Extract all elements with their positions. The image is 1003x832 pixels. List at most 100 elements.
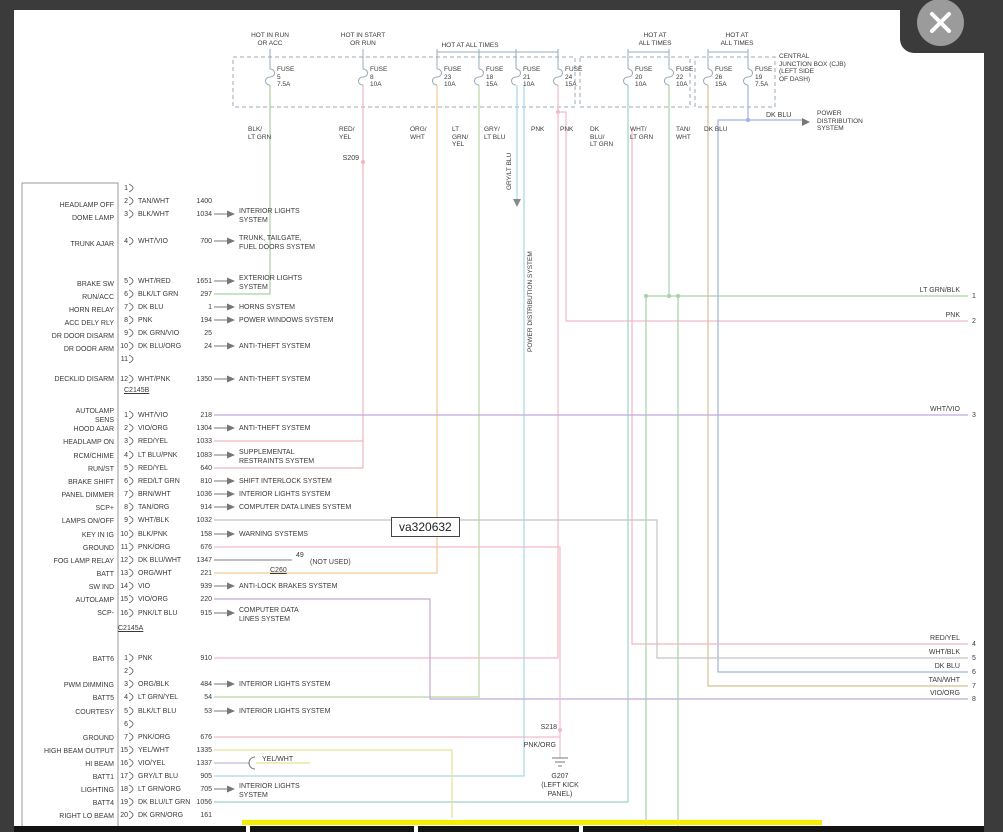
pin-chevron-icon — [128, 784, 134, 794]
system-label: ANTI-THEFT SYSTEM — [239, 424, 310, 433]
wire-color-label: GRY/LT BLU — [138, 773, 179, 780]
wire-color-label: TAN/ORG — [138, 504, 170, 511]
circuit-number: 158 — [200, 531, 212, 538]
fuse-amperage: 15A — [565, 81, 577, 88]
pin-chevron-icon — [128, 608, 134, 618]
circuit-number: 484 — [200, 681, 212, 688]
circuit-number: 1083 — [196, 452, 212, 459]
cjb-label-line: CENTRAL — [779, 53, 810, 60]
system-arrow-icon — [227, 707, 235, 715]
system-arrow-icon — [227, 680, 235, 688]
frame-left — [0, 0, 14, 832]
wire-color-line: LT GRN — [630, 133, 654, 141]
highlight-bar — [242, 820, 822, 825]
fuse-icon — [358, 68, 368, 86]
system-label-line: SYSTEM — [239, 792, 268, 799]
system-label-line: SYSTEM — [239, 284, 268, 291]
pin-chevron-icon — [128, 374, 134, 384]
ground-name: G207 — [551, 773, 569, 780]
wire-color-label: DK BLU/WHT — [138, 557, 182, 564]
wire-color-line: YEL — [452, 141, 465, 148]
wire-layer — [214, 85, 968, 828]
pin-chevron-icon — [128, 797, 134, 807]
exit-wire-label: PNK — [945, 312, 960, 319]
wire-color-label: BLK/WHT — [138, 211, 170, 218]
ground-location-line: PANEL) — [547, 791, 573, 798]
fuse-label: FUSE 8 10A — [370, 66, 387, 89]
wire-color-line: BLK/ — [248, 126, 263, 133]
left-pin-label: GROUND — [82, 735, 114, 742]
pin-number: 5 — [124, 708, 128, 715]
pin-chevron-icon — [128, 581, 134, 591]
left-pin-label: BRAKE SW — [77, 281, 114, 288]
pin-chevron-icon — [128, 315, 134, 325]
circuit-number: 1304 — [196, 425, 212, 432]
left-pin-label: PWM DIMMING — [63, 682, 114, 689]
pin-number: 3 — [124, 681, 128, 688]
wire-color-label: VIO/ORG — [138, 425, 168, 432]
pin-number: 6 — [124, 478, 128, 485]
wire-color-label: VIO/YEL — [138, 760, 166, 767]
pin-number: 6 — [124, 721, 128, 728]
system-arrow-icon — [227, 503, 235, 511]
wire-color-line: LT — [452, 126, 460, 133]
pin-chevron-icon — [128, 692, 134, 702]
fuse-output-wire-label: GRY/LT BLU — [484, 126, 505, 141]
pin-chevron-icon — [128, 463, 134, 473]
pin-number: 13 — [120, 570, 128, 577]
pin-chevron-icon — [128, 196, 134, 206]
left-pin-label: BRAKE SHIFT — [68, 479, 114, 486]
wire-color-label-yel-wht: YEL/WHT — [262, 756, 294, 763]
left-pin-label: SCP- — [97, 610, 114, 617]
ground-icon — [552, 757, 568, 767]
fuse-icon — [265, 68, 275, 86]
circuit-number: 914 — [200, 504, 212, 511]
circuit-number: 910 — [200, 655, 212, 662]
left-pin-label: BATT — [96, 571, 114, 578]
exit-wire-label: WHT/VIO — [930, 406, 960, 413]
left-pin-label: LIGHTING — [80, 787, 114, 794]
left-pin-label: HOOD AJAR — [73, 426, 114, 433]
wire-color-line: LT GRN — [248, 133, 272, 141]
wire-color-label: VIO/ORG — [138, 596, 168, 603]
system-label: INTERIOR LIGHTS SYSTEM — [239, 680, 330, 689]
system-label-line: EXTERIOR LIGHTS — [239, 275, 303, 282]
wire-color-label: BLK/LT GRN — [138, 291, 179, 298]
cjb-label-line: (LEFT SIDE — [779, 68, 814, 75]
pin-number: 1 — [124, 412, 128, 419]
wire-color-line: WHT — [676, 133, 691, 141]
pin-chevron-icon — [128, 502, 134, 512]
wire-color-label: LT GRN/ORG — [138, 786, 181, 793]
hot-feed-label: HOT IN RUN OR ACC — [251, 32, 289, 47]
fuse-output-wire-label: LT GRN/YEL — [452, 126, 468, 149]
wire-color-label: PNK — [138, 655, 153, 662]
circuit-number: 1056 — [196, 799, 212, 806]
pin-chevron-icon — [128, 542, 134, 552]
fuse-amperage: 10A — [444, 81, 456, 88]
close-button[interactable] — [917, 0, 964, 46]
wire-color-label: BLK/PNK — [138, 531, 168, 538]
fuse-icon — [553, 68, 563, 86]
hot-feed-label: HOT AT ALL TIMES — [639, 32, 672, 47]
fuse-label: FUSE 24 15A — [565, 66, 582, 89]
left-pin-label: RUN/ST — [87, 466, 114, 473]
system-label: COMPUTER DATA LINES SYSTEM — [239, 503, 351, 512]
wire-color-line: GRN/ — [452, 133, 469, 141]
wire — [214, 546, 561, 758]
pin-number: 5 — [124, 465, 128, 472]
cjb-label-line: JUNCTION BOX (CJB) — [779, 60, 846, 68]
pds-label-line: POWER — [817, 110, 842, 117]
pin-number: 7 — [124, 491, 128, 498]
fuse-title: FUSE — [370, 66, 388, 73]
wire-color-label: WHT/PNK — [138, 376, 171, 383]
left-pin-label: TRUNK AJAR — [70, 241, 114, 248]
pin-chevron-icon — [128, 719, 134, 729]
circuit-number: 1036 — [196, 491, 212, 498]
bottom-strip-gap — [579, 826, 583, 832]
circuit-number: 1350 — [196, 376, 212, 383]
fuse-output-wire-label: TAN/WHT — [676, 126, 691, 141]
circuit-number: 1400 — [196, 198, 212, 205]
splice-dot — [360, 159, 366, 165]
system-label-line: SHIFT INTERLOCK SYSTEM — [239, 478, 332, 485]
